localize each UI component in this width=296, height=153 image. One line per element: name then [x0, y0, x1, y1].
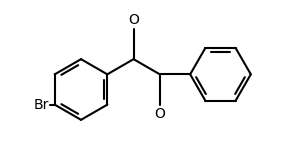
- Text: O: O: [155, 107, 165, 121]
- Text: O: O: [128, 13, 139, 26]
- Text: Br: Br: [33, 98, 49, 112]
